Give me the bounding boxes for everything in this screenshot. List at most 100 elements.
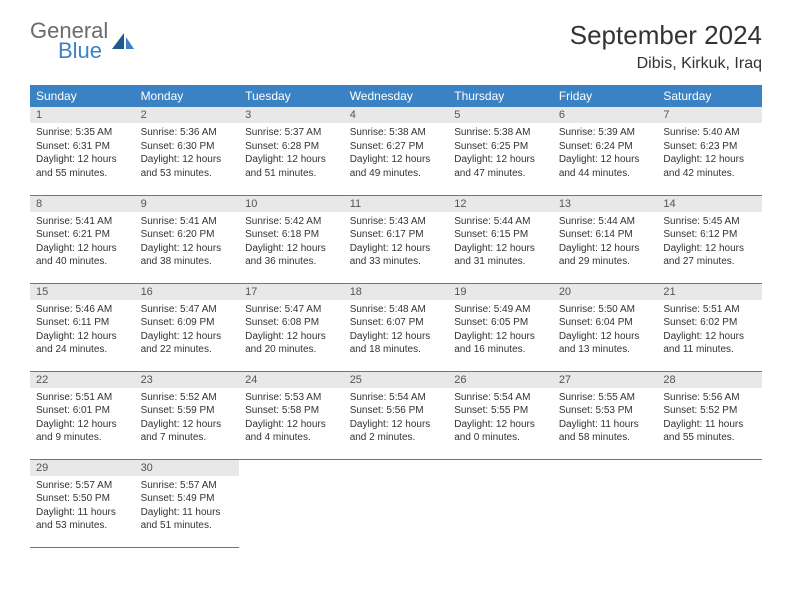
daylight-text: and 29 minutes. [559,255,652,269]
sunset-text: Sunset: 6:04 PM [559,316,652,330]
title-block: September 2024 Dibis, Kirkuk, Iraq [570,20,762,73]
sunset-text: Sunset: 6:07 PM [350,316,443,330]
sunrise-text: Sunrise: 5:54 AM [350,391,443,405]
day-content: Sunrise: 5:56 AMSunset: 5:52 PMDaylight:… [657,388,762,451]
daylight-text: Daylight: 12 hours [663,242,756,256]
sunrise-text: Sunrise: 5:57 AM [141,479,234,493]
calendar-day-cell: 20Sunrise: 5:50 AMSunset: 6:04 PMDayligh… [553,283,658,371]
daylight-text: and 16 minutes. [454,343,547,357]
calendar-day-cell: 15Sunrise: 5:46 AMSunset: 6:11 PMDayligh… [30,283,135,371]
daylight-text: and 31 minutes. [454,255,547,269]
daylight-text: Daylight: 12 hours [454,330,547,344]
day-number: 28 [657,372,762,388]
sunrise-text: Sunrise: 5:56 AM [663,391,756,405]
daylight-text: Daylight: 12 hours [454,153,547,167]
logo-text-blue: Blue [58,40,108,62]
sunrise-text: Sunrise: 5:47 AM [141,303,234,317]
calendar-day-cell [239,459,344,547]
daylight-text: Daylight: 11 hours [663,418,756,432]
sunset-text: Sunset: 6:25 PM [454,140,547,154]
calendar-day-cell: 10Sunrise: 5:42 AMSunset: 6:18 PMDayligh… [239,195,344,283]
day-content: Sunrise: 5:41 AMSunset: 6:21 PMDaylight:… [30,212,135,275]
calendar-day-cell: 3Sunrise: 5:37 AMSunset: 6:28 PMDaylight… [239,107,344,195]
daylight-text: and 55 minutes. [663,431,756,445]
sunrise-text: Sunrise: 5:41 AM [141,215,234,229]
sunrise-text: Sunrise: 5:43 AM [350,215,443,229]
day-content: Sunrise: 5:41 AMSunset: 6:20 PMDaylight:… [135,212,240,275]
daylight-text: and 33 minutes. [350,255,443,269]
sunrise-text: Sunrise: 5:39 AM [559,126,652,140]
weekday-header: Tuesday [239,85,344,107]
sunset-text: Sunset: 6:05 PM [454,316,547,330]
day-number: 27 [553,372,658,388]
calendar-week-row: 8Sunrise: 5:41 AMSunset: 6:21 PMDaylight… [30,195,762,283]
sunset-text: Sunset: 5:56 PM [350,404,443,418]
sunrise-text: Sunrise: 5:35 AM [36,126,129,140]
daylight-text: Daylight: 12 hours [350,242,443,256]
calendar-body: 1Sunrise: 5:35 AMSunset: 6:31 PMDaylight… [30,107,762,547]
sunset-text: Sunset: 5:59 PM [141,404,234,418]
logo-text: General Blue [30,20,108,62]
day-number: 11 [344,196,449,212]
sunrise-text: Sunrise: 5:38 AM [350,126,443,140]
location: Dibis, Kirkuk, Iraq [570,55,762,73]
daylight-text: and 13 minutes. [559,343,652,357]
weekday-header: Monday [135,85,240,107]
day-content: Sunrise: 5:43 AMSunset: 6:17 PMDaylight:… [344,212,449,275]
calendar-day-cell: 22Sunrise: 5:51 AMSunset: 6:01 PMDayligh… [30,371,135,459]
sunrise-text: Sunrise: 5:52 AM [141,391,234,405]
calendar-day-cell: 28Sunrise: 5:56 AMSunset: 5:52 PMDayligh… [657,371,762,459]
daylight-text: and 0 minutes. [454,431,547,445]
sunset-text: Sunset: 6:24 PM [559,140,652,154]
day-content: Sunrise: 5:35 AMSunset: 6:31 PMDaylight:… [30,123,135,186]
weekday-header: Thursday [448,85,553,107]
sunrise-text: Sunrise: 5:41 AM [36,215,129,229]
day-content: Sunrise: 5:49 AMSunset: 6:05 PMDaylight:… [448,300,553,363]
calendar-day-cell: 26Sunrise: 5:54 AMSunset: 5:55 PMDayligh… [448,371,553,459]
day-number: 13 [553,196,658,212]
weekday-header: Sunday [30,85,135,107]
sunrise-text: Sunrise: 5:51 AM [36,391,129,405]
month-title: September 2024 [570,20,762,51]
daylight-text: Daylight: 12 hours [350,153,443,167]
day-number: 19 [448,284,553,300]
weekday-header-row: Sunday Monday Tuesday Wednesday Thursday… [30,85,762,107]
weekday-header: Saturday [657,85,762,107]
daylight-text: and 11 minutes. [663,343,756,357]
daylight-text: and 53 minutes. [36,519,129,533]
day-number: 6 [553,107,658,123]
daylight-text: Daylight: 12 hours [663,330,756,344]
daylight-text: and 9 minutes. [36,431,129,445]
day-number: 20 [553,284,658,300]
daylight-text: Daylight: 11 hours [559,418,652,432]
daylight-text: and 44 minutes. [559,167,652,181]
calendar-day-cell: 13Sunrise: 5:44 AMSunset: 6:14 PMDayligh… [553,195,658,283]
calendar-week-row: 22Sunrise: 5:51 AMSunset: 6:01 PMDayligh… [30,371,762,459]
day-content: Sunrise: 5:51 AMSunset: 6:01 PMDaylight:… [30,388,135,451]
day-number: 14 [657,196,762,212]
day-number: 10 [239,196,344,212]
calendar-day-cell [657,459,762,547]
daylight-text: Daylight: 12 hours [350,330,443,344]
header: General Blue September 2024 Dibis, Kirku… [30,20,762,73]
daylight-text: Daylight: 12 hours [559,330,652,344]
daylight-text: Daylight: 12 hours [245,418,338,432]
daylight-text: and 42 minutes. [663,167,756,181]
sunrise-text: Sunrise: 5:57 AM [36,479,129,493]
daylight-text: and 2 minutes. [350,431,443,445]
daylight-text: Daylight: 12 hours [141,418,234,432]
daylight-text: and 55 minutes. [36,167,129,181]
day-number: 23 [135,372,240,388]
daylight-text: Daylight: 12 hours [36,330,129,344]
day-number: 30 [135,460,240,476]
calendar-day-cell: 29Sunrise: 5:57 AMSunset: 5:50 PMDayligh… [30,459,135,547]
daylight-text: and 51 minutes. [245,167,338,181]
weekday-header: Wednesday [344,85,449,107]
calendar-day-cell: 11Sunrise: 5:43 AMSunset: 6:17 PMDayligh… [344,195,449,283]
sunrise-text: Sunrise: 5:54 AM [454,391,547,405]
sunset-text: Sunset: 6:30 PM [141,140,234,154]
day-number: 12 [448,196,553,212]
day-number: 9 [135,196,240,212]
day-content: Sunrise: 5:45 AMSunset: 6:12 PMDaylight:… [657,212,762,275]
daylight-text: and 4 minutes. [245,431,338,445]
